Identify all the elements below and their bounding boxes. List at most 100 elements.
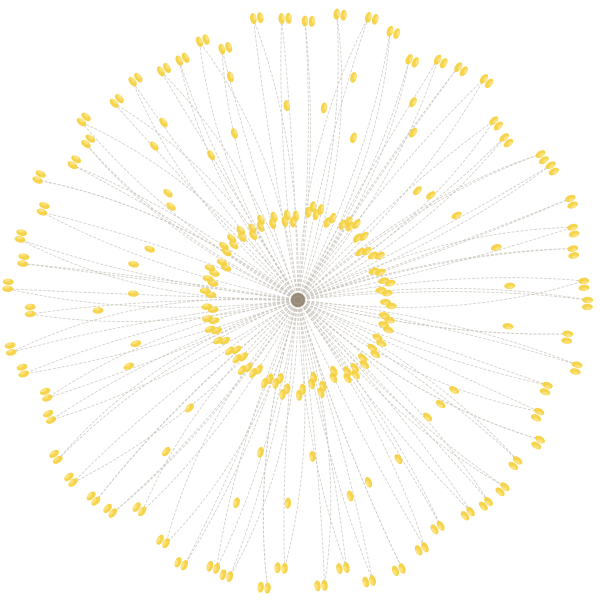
wire: [50, 299, 299, 421]
wire: [141, 299, 299, 512]
led-core: [131, 340, 138, 345]
led: [581, 303, 593, 311]
led: [374, 251, 385, 260]
led: [449, 386, 460, 394]
led: [181, 52, 190, 63]
wire: [297, 299, 506, 488]
led: [278, 13, 285, 25]
led-core: [174, 559, 179, 566]
wire: [297, 299, 489, 502]
led: [123, 362, 135, 370]
led-core: [514, 460, 521, 465]
led-core: [309, 454, 313, 461]
led: [202, 34, 210, 45]
led-core: [344, 377, 349, 383]
led-core: [378, 343, 385, 348]
wire: [297, 120, 495, 301]
led: [530, 414, 542, 422]
led: [218, 241, 229, 250]
led: [24, 310, 36, 318]
wire: [297, 299, 548, 386]
led: [35, 170, 46, 178]
led-core: [388, 282, 395, 287]
led-core: [279, 392, 283, 399]
led: [414, 545, 423, 556]
led-core: [568, 197, 575, 202]
led: [333, 8, 340, 20]
led-core: [162, 448, 167, 454]
led-core: [363, 234, 369, 240]
led-core: [409, 56, 413, 62]
wire: [297, 59, 439, 301]
wire: [297, 299, 489, 502]
led-core: [130, 77, 136, 83]
led-core: [87, 134, 93, 139]
led: [538, 156, 549, 165]
led: [329, 372, 338, 383]
led-core: [505, 326, 512, 330]
led: [202, 315, 213, 322]
led-core: [510, 465, 516, 470]
led: [565, 194, 576, 202]
wire: [297, 299, 541, 440]
wire: [85, 143, 299, 301]
led: [381, 289, 393, 297]
led-core: [385, 329, 392, 334]
led: [199, 287, 211, 295]
wire: [37, 179, 299, 301]
led: [308, 15, 316, 27]
wire: [297, 31, 391, 301]
led: [370, 350, 381, 359]
led: [76, 117, 87, 127]
wire: [72, 299, 299, 483]
led-core: [226, 574, 230, 581]
led-core: [41, 201, 47, 206]
wire: [41, 211, 299, 301]
led: [213, 563, 221, 574]
led: [232, 354, 242, 364]
wire: [112, 299, 299, 514]
wire: [297, 299, 347, 568]
led-core: [108, 510, 114, 516]
led-core: [570, 226, 577, 231]
wire: [297, 299, 471, 512]
led-core: [6, 349, 13, 353]
led-core: [304, 17, 309, 24]
led-core: [582, 287, 589, 291]
led: [309, 450, 316, 462]
led-core: [451, 389, 457, 394]
led-core: [233, 500, 237, 507]
led: [295, 389, 303, 401]
led-core: [129, 290, 136, 294]
led-core: [462, 514, 467, 520]
led-core: [161, 118, 167, 124]
led-core: [347, 494, 351, 501]
led: [567, 201, 578, 209]
led-core: [572, 371, 579, 375]
led: [185, 403, 195, 413]
led-core: [69, 161, 76, 166]
led-core: [549, 164, 556, 169]
led-core: [185, 405, 191, 410]
led: [436, 520, 445, 531]
led-core: [353, 73, 357, 80]
led: [161, 446, 171, 457]
led-core: [159, 67, 164, 73]
wire: [281, 18, 299, 301]
wire: [297, 248, 573, 301]
led-core: [156, 537, 161, 543]
led: [128, 76, 137, 87]
led: [216, 258, 228, 267]
led-core: [83, 140, 89, 145]
led: [394, 454, 403, 465]
led-core: [396, 30, 401, 37]
led-core: [274, 565, 278, 572]
led: [283, 100, 290, 112]
wire: [72, 299, 299, 483]
wire: [11, 299, 299, 353]
led-core: [356, 221, 361, 227]
led: [535, 150, 546, 159]
led-core: [79, 118, 85, 123]
led-core: [537, 439, 543, 444]
led-core: [68, 479, 74, 485]
